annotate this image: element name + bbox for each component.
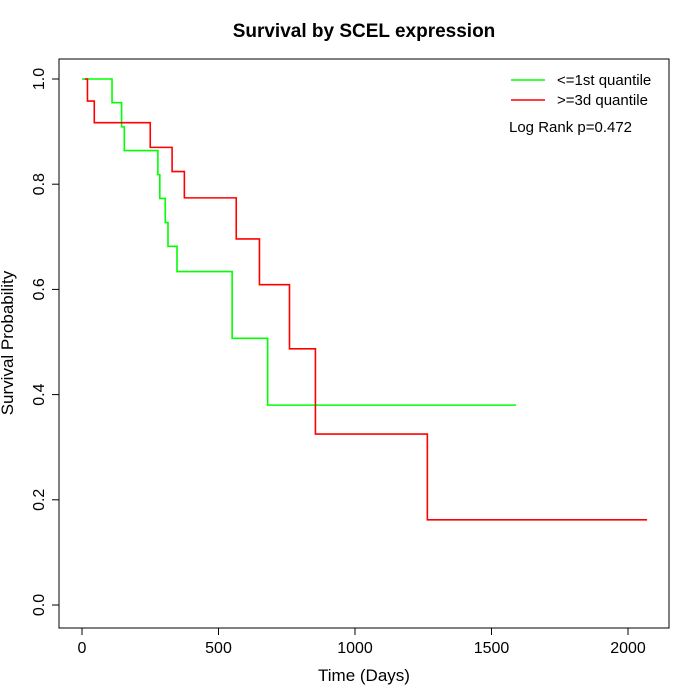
series-line-1 bbox=[82, 78, 517, 406]
y-tick-label: 0.0 bbox=[31, 594, 48, 616]
legend-label: <=1st quantile bbox=[557, 72, 651, 89]
x-tick-label: 0 bbox=[78, 640, 87, 657]
legend-label: >=3d quantile bbox=[557, 92, 648, 109]
y-tick-label: 1.0 bbox=[31, 68, 48, 90]
legend: <=1st quantile >=3d quantile bbox=[511, 72, 651, 109]
y-axis-title: Survival Probability bbox=[0, 270, 17, 415]
series-layer bbox=[82, 78, 648, 521]
log-rank-annotation: Log Rank p=0.472 bbox=[509, 119, 632, 136]
y-tick-label: 0.6 bbox=[31, 278, 48, 300]
y-tick-label: 0.8 bbox=[31, 173, 48, 195]
y-axis: 0.0 0.2 0.4 0.6 0.8 1.0 bbox=[31, 68, 60, 616]
y-tick-label: 0.2 bbox=[31, 489, 48, 511]
series-line-2 bbox=[84, 78, 648, 521]
x-tick-label: 1500 bbox=[474, 640, 510, 657]
x-tick-label: 1000 bbox=[337, 640, 373, 657]
x-tick-label: 500 bbox=[205, 640, 232, 657]
x-axis-title: Time (Days) bbox=[318, 666, 410, 685]
chart-title: Survival by SCEL expression bbox=[233, 21, 496, 42]
x-axis: 0 500 1000 1500 2000 bbox=[78, 627, 646, 657]
x-tick-label: 2000 bbox=[610, 640, 646, 657]
y-tick-label: 0.4 bbox=[31, 383, 48, 405]
